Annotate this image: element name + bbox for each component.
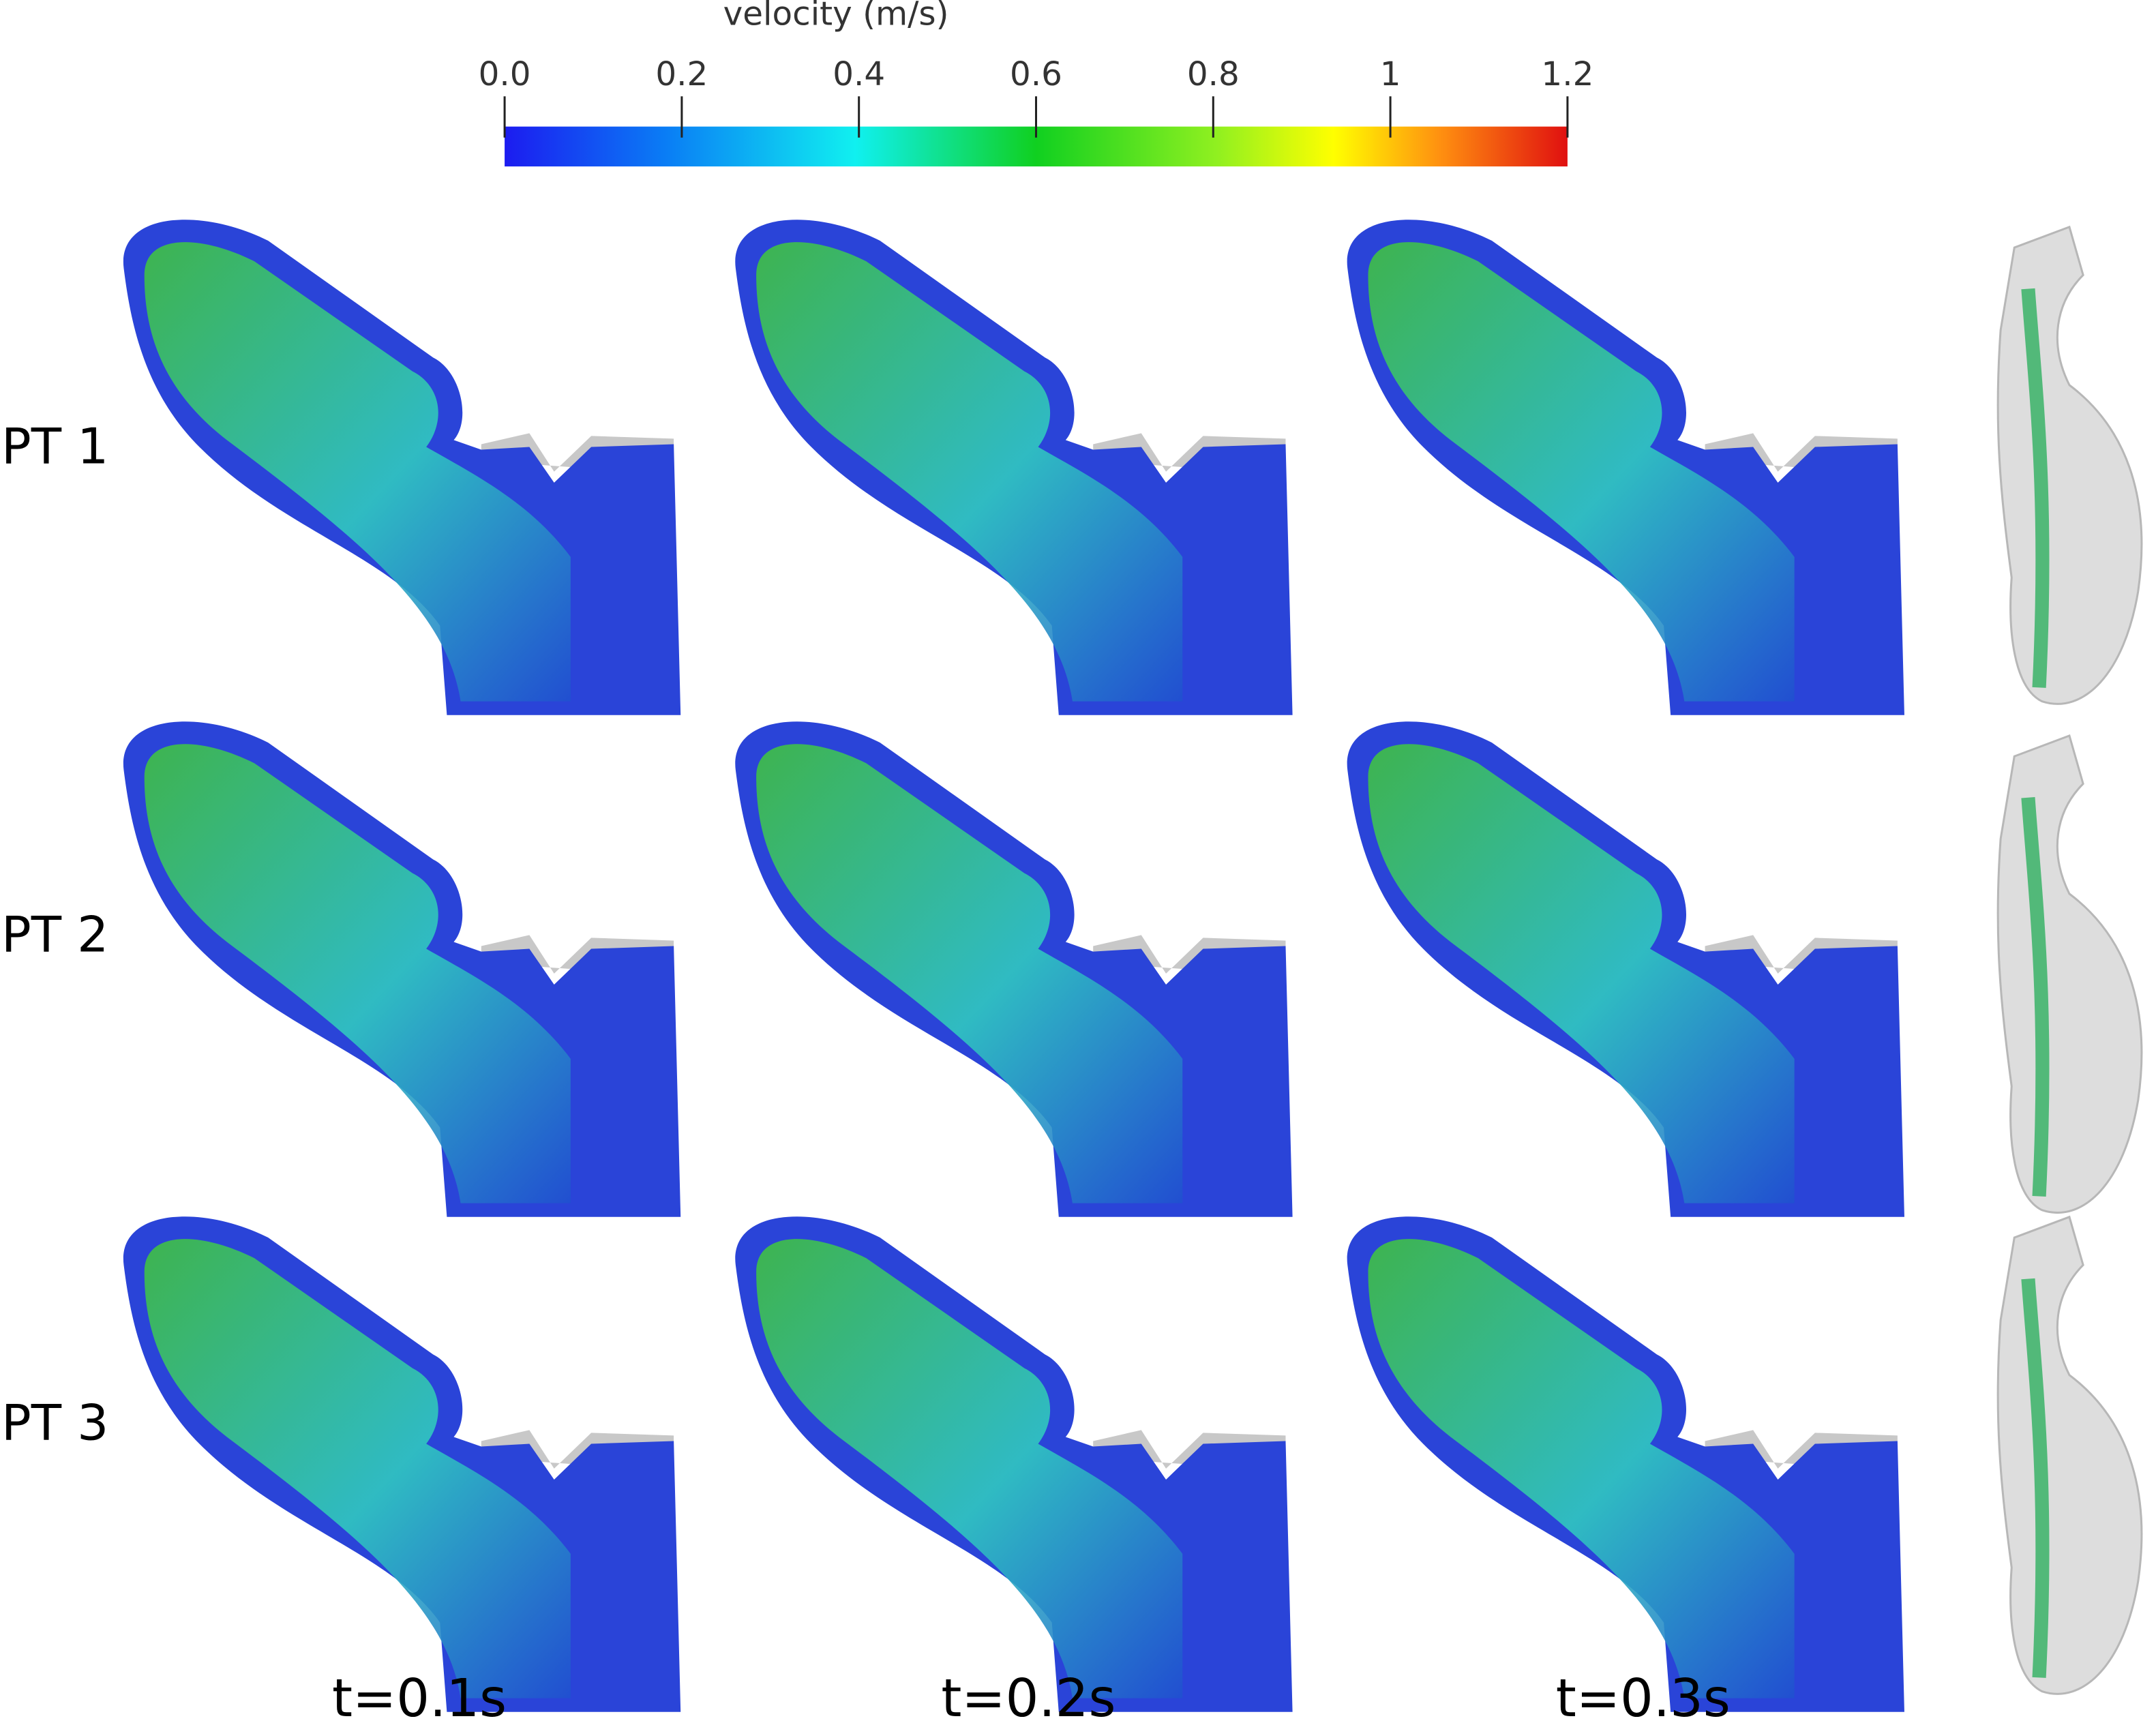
row-label: PT 2 (1, 907, 108, 964)
colorbar-tick-label: 0.8 (1187, 55, 1240, 93)
colorbar-tick-label: 0.2 (655, 55, 708, 93)
model-view (1998, 227, 2142, 704)
row-label: PT 1 (1, 419, 108, 476)
flow-panel (123, 1216, 681, 1712)
colorbar-tick-label: 0.6 (1010, 55, 1062, 93)
row-label: PT 3 (1, 1394, 108, 1452)
flow-panel (735, 220, 1293, 715)
model-view (1998, 736, 2142, 1213)
flow-panel (1347, 220, 1904, 715)
flow-panel (1347, 721, 1904, 1217)
colorbar-tick-label: 0.0 (479, 55, 531, 93)
flow-panels (123, 220, 2142, 1712)
flow-panel (735, 1216, 1293, 1712)
flow-panel (123, 220, 681, 715)
model-view (1998, 1217, 2142, 1694)
colorbar-title: velocity (m/s) (723, 0, 949, 33)
column-label: t=0.1s (332, 1668, 507, 1723)
column-label: t=0.3s (1556, 1668, 1731, 1723)
colorbar-tick-label: 1.2 (1541, 55, 1593, 93)
flow-panel (735, 721, 1293, 1217)
colorbar-tick-label: 1 (1380, 55, 1401, 93)
colorbar-ticks: 0.0 0.2 0.4 0.6 0.8 1 1.2 (479, 55, 1593, 138)
column-label: t=0.2s (941, 1668, 1116, 1723)
colorbar-tick-label: 0.4 (833, 55, 885, 93)
flow-panel (123, 721, 681, 1217)
flow-panel (1347, 1216, 1904, 1712)
